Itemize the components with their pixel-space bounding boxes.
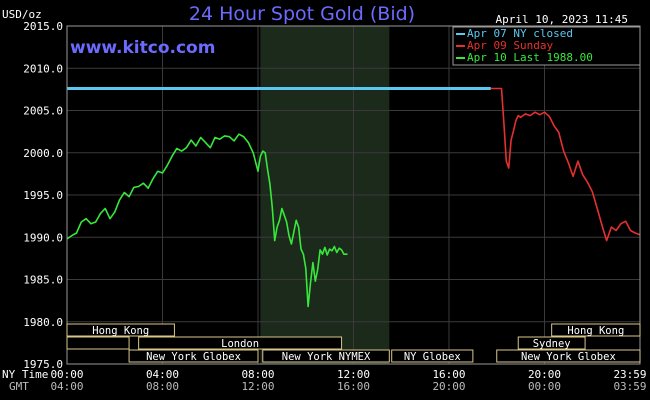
x-axis-label-ny: NY Time — [2, 368, 48, 381]
plot-frame — [66, 25, 641, 365]
market-bar-label: Hong Kong — [567, 325, 624, 337]
market-bar — [496, 349, 641, 363]
x-tick-label-ny: 04:00 — [146, 368, 179, 381]
market-bar-label: Hong Kong — [92, 325, 149, 337]
y-axis-label: USD/oz — [2, 8, 42, 21]
x-tick-label-gmt: 20:00 — [432, 380, 465, 393]
x-tick-label-gmt: 08:00 — [146, 380, 179, 393]
market-bar-label: New York Globex — [521, 351, 616, 363]
x-tick-label-gmt: 00:00 — [528, 380, 561, 393]
y-tick-label: 1995.0 — [23, 189, 63, 202]
series-line-2 — [66, 133, 348, 308]
legend-box — [452, 26, 641, 66]
y-tick-label: 2000.0 — [23, 147, 63, 160]
y-tick-label: 2005.0 — [23, 105, 63, 118]
market-bar-label: New York NYMEX — [282, 351, 371, 363]
market-bar — [66, 336, 130, 350]
market-bar — [128, 349, 259, 363]
legend-entry: Apr 09 Sunday — [467, 39, 553, 52]
x-tick-label-gmt: 04:00 — [50, 380, 83, 393]
x-tick-label-ny: 16:00 — [432, 368, 465, 381]
market-bar — [66, 323, 175, 337]
legend-entry: Apr 10 Last 1988.00 — [467, 51, 593, 64]
x-tick-label-ny: 12:00 — [337, 368, 370, 381]
x-tick-label-gmt: 12:00 — [241, 380, 274, 393]
y-tick-label: 1990.0 — [23, 231, 63, 244]
y-tick-label: 1980.0 — [23, 316, 63, 329]
legend-entry: Apr 07 NY closed — [467, 27, 573, 40]
y-tick-label: 2010.0 — [23, 62, 63, 75]
x-tick-label-gmt: 16:00 — [337, 380, 370, 393]
market-bar-label: New York Globex — [146, 351, 241, 363]
chart-title: 24 Hour Spot Gold (Bid) — [189, 3, 415, 25]
y-tick-label: 1985.0 — [23, 274, 63, 287]
market-bar-label: London — [221, 338, 259, 350]
x-tick-label-ny: 08:00 — [241, 368, 274, 381]
market-bar — [517, 336, 586, 350]
market-bar — [138, 336, 343, 350]
series-line-1 — [490, 87, 641, 242]
x-axis-label-gmt: GMT — [9, 380, 29, 393]
market-bar — [391, 349, 474, 363]
x-tick-label-ny: 20:00 — [528, 368, 561, 381]
market-bar-label: Sydney — [533, 338, 571, 350]
x-tick-label-ny: 00:00 — [50, 368, 83, 381]
watermark: www.kitco.com — [70, 38, 215, 58]
y-tick-label: 1975.0 — [23, 358, 63, 371]
market-bar — [262, 349, 390, 363]
y-tick-label: 2015.0 — [23, 20, 63, 33]
market-bar-label: NY Globex — [404, 351, 461, 363]
x-tick-label-ny: 23:59 — [613, 368, 646, 381]
market-bar — [551, 323, 641, 337]
x-tick-label-gmt: 03:59 — [613, 380, 646, 393]
timestamp: April 10, 2023 11:45 — [496, 13, 628, 26]
